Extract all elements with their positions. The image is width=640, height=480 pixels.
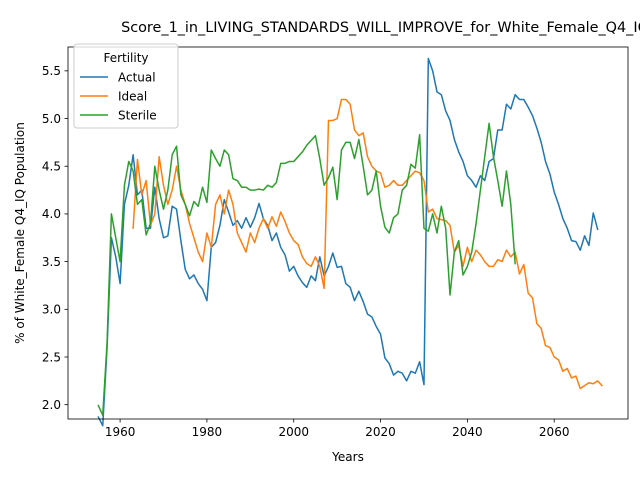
legend-entries: Actual Ideal Sterile (80, 70, 157, 122)
series-line-ideal (132, 98, 604, 390)
y-tick-label: 3.0 (42, 303, 61, 317)
x-tick-label: 2040 (452, 425, 483, 439)
x-tick-label: 2000 (278, 425, 309, 439)
x-tick-label: 1980 (192, 425, 223, 439)
y-tick-label: 2.0 (42, 398, 61, 412)
y-tick-label: 4.0 (42, 207, 61, 221)
y-axis-label: % of White_Female Q4_IQ Population (13, 122, 27, 344)
chart-title: Score_1_in_LIVING_STANDARDS_WILL_IMPROVE… (121, 20, 640, 36)
plot-frame (67, 46, 629, 420)
legend-box (73, 43, 179, 129)
y-tick-label: 5.5 (42, 64, 61, 78)
legend: Fertility Actual Ideal Sterile (73, 43, 179, 129)
series-line-actual (97, 57, 599, 427)
y-tick-label: 3.5 (42, 255, 61, 269)
x-tick-label: 2020 (365, 425, 396, 439)
y-tick-label: 2.5 (42, 350, 61, 364)
legend-label-actual: Actual (118, 70, 156, 84)
x-tick-label: 1960 (105, 425, 136, 439)
x-tick-label: 2060 (539, 425, 570, 439)
axis-ticks: 1960 1980 2000 2020 2040 2060 2.0 2.5 3.0 3.5 4.0 4… (42, 64, 570, 439)
y-tick-label: 5.0 (42, 112, 61, 126)
legend-label-sterile: Sterile (118, 108, 157, 122)
plot-series (97, 57, 604, 427)
legend-label-ideal: Ideal (118, 89, 147, 103)
series-line-sterile (97, 122, 516, 416)
y-tick-label: 4.5 (42, 160, 61, 174)
legend-title: Fertility (103, 51, 148, 65)
x-axis-label: Years (331, 450, 364, 464)
